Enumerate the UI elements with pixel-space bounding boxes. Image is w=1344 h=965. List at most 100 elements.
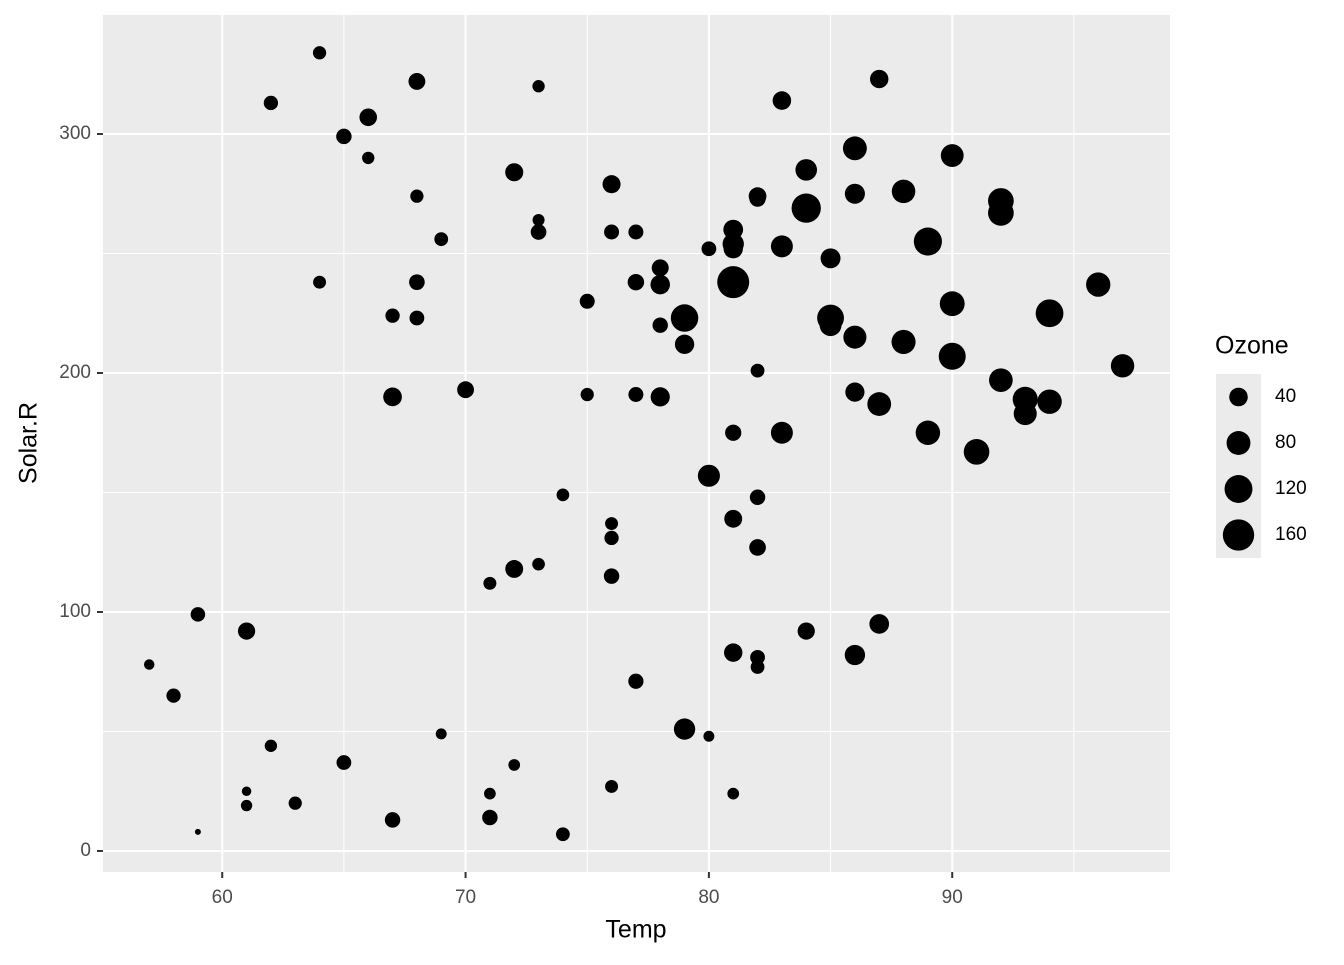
point [867, 392, 892, 416]
point [555, 827, 570, 842]
point [749, 489, 766, 505]
point [385, 308, 400, 323]
point [749, 190, 766, 207]
legend-key [1222, 519, 1255, 551]
point [650, 274, 670, 295]
point [628, 224, 644, 240]
point [750, 650, 765, 665]
point [817, 304, 844, 332]
point [724, 509, 743, 528]
x-tick-label: 90 [942, 887, 963, 908]
point [505, 560, 524, 578]
point [989, 368, 1013, 392]
point [605, 779, 619, 793]
point [190, 607, 206, 622]
y-tick-label: 300 [59, 123, 91, 144]
legend-title: Ozone [1215, 332, 1289, 360]
point [532, 557, 545, 571]
point [750, 363, 765, 378]
point [791, 193, 821, 223]
point [963, 439, 990, 465]
legend-label: 160 [1275, 524, 1307, 545]
panel [103, 15, 1170, 872]
point [725, 424, 742, 441]
point [1035, 299, 1064, 328]
point [651, 259, 669, 277]
y-tick-label: 0 [80, 840, 91, 861]
x-tick-label: 60 [212, 887, 233, 908]
point [484, 787, 496, 800]
point [263, 95, 279, 111]
point [312, 46, 327, 60]
y-tick-label: 100 [59, 601, 91, 622]
legend-key [1229, 387, 1248, 407]
point [603, 568, 620, 584]
point [1037, 389, 1062, 414]
legend-label: 40 [1275, 386, 1296, 407]
point [701, 241, 717, 257]
point [604, 530, 619, 546]
point [409, 274, 425, 291]
x-tick-label: 70 [455, 887, 476, 908]
point [727, 787, 740, 800]
point [336, 128, 352, 145]
point [724, 643, 743, 662]
legend-label: 80 [1275, 432, 1296, 453]
point [845, 382, 865, 402]
point [604, 224, 620, 240]
point [674, 334, 695, 354]
point [870, 69, 889, 89]
point [435, 728, 447, 740]
point [628, 387, 644, 403]
x-tick-label: 80 [698, 887, 719, 908]
point [237, 622, 256, 640]
point [409, 310, 425, 326]
point [532, 214, 545, 227]
point [650, 387, 670, 407]
point [749, 539, 766, 556]
point [384, 812, 401, 828]
point [605, 517, 619, 531]
point [797, 622, 815, 640]
point [915, 420, 941, 445]
point [1110, 354, 1135, 378]
point [336, 755, 352, 770]
point [940, 144, 964, 167]
y-axis-label: Solar.R [15, 402, 43, 484]
point [508, 759, 521, 771]
point [722, 233, 744, 255]
point [772, 91, 792, 110]
point [988, 188, 1014, 214]
point [194, 828, 201, 835]
point [530, 224, 547, 240]
point [843, 325, 867, 349]
point [313, 275, 327, 289]
point [770, 421, 793, 444]
point [359, 108, 378, 127]
point [362, 151, 375, 165]
point [750, 660, 765, 674]
point [579, 293, 595, 309]
point [457, 381, 474, 399]
legend-key [1226, 431, 1251, 455]
point [383, 387, 402, 407]
point [483, 576, 497, 590]
legend-label: 120 [1275, 478, 1307, 499]
point [891, 179, 916, 204]
point [673, 718, 696, 740]
point [166, 688, 181, 703]
point [408, 73, 426, 90]
point [939, 291, 965, 317]
point [264, 739, 278, 752]
point [891, 329, 916, 354]
point [844, 644, 866, 666]
point [240, 799, 253, 812]
x-axis-label: Temp [605, 916, 666, 944]
point [143, 659, 155, 670]
point [670, 304, 699, 332]
point [556, 488, 570, 502]
point [1086, 272, 1111, 297]
point [1012, 386, 1038, 412]
